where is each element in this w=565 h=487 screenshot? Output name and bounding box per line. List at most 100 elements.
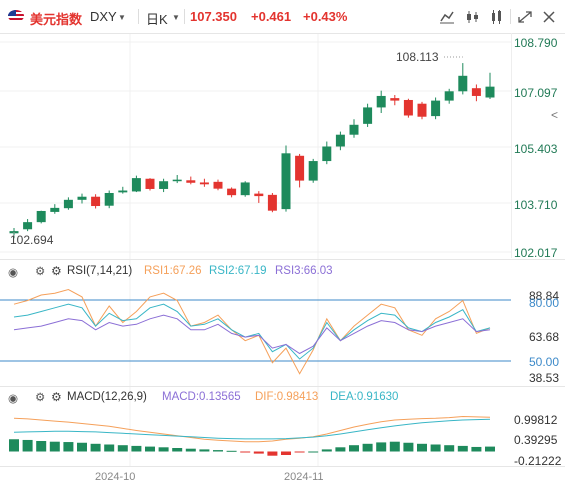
macd-divider-line [0,386,565,387]
macd-histogram-bar [335,447,346,452]
header-divider-line [0,33,565,34]
price-axis-label: 105.403 [514,142,558,156]
settings-small-icon[interactable]: ⚙ [51,264,62,278]
macd-histogram-bar [444,445,455,452]
macd-histogram-bar [308,451,319,453]
macd-histogram-bar [321,449,332,452]
candle-body [23,222,33,230]
candle-chart-icon[interactable] [464,9,482,25]
macd-histogram-bar [226,450,237,452]
price-axis-label: 103.710 [514,198,558,212]
period-caret-down-icon[interactable]: ▼ [172,13,180,22]
candle-body [485,86,495,98]
candle-body [363,107,373,124]
candle-body [431,100,441,117]
settings-small-icon[interactable]: ⚙ [51,390,62,404]
rsi2-line [13,303,491,360]
candle-body [186,180,196,183]
macd-histogram-bar [22,439,33,452]
dea-line [13,418,491,440]
candle-body [240,182,250,196]
line-chart-icon[interactable] [438,9,456,25]
macd-histogram-bar [145,446,155,452]
macd-histogram-bar [471,446,482,452]
candle-body [50,207,60,212]
macd-histogram-bar [403,442,414,452]
period-selector[interactable]: 日K [146,12,168,27]
date-axis-divider [0,466,565,467]
settings-icon[interactable]: ⚙ [35,392,46,404]
candle-body [227,188,237,196]
candle-body [213,181,223,189]
settings-icon[interactable]: ⚙ [35,266,46,278]
eye-icon[interactable]: ◉ [8,393,19,405]
us-flag-icon [8,10,24,22]
macd-histogram-bar [36,441,47,452]
rsi-divider-line [0,259,565,260]
candle-body [131,178,141,192]
fullscreen-icon[interactable] [516,9,534,25]
macd-histogram-bar [63,442,74,452]
close-icon[interactable] [540,9,558,25]
macd-histogram-bar [457,445,468,452]
macd-histogram-bar [294,451,305,453]
instrument-name[interactable]: 美元指数 [30,12,83,27]
price-axis-border [511,33,512,258]
macd-histogram-bar [376,442,387,452]
macd-histogram-bar [131,445,142,452]
rsi-axis-label: 50.00 [529,355,560,369]
macd-histogram-bar [240,451,251,453]
macd-histogram-bar [90,443,101,452]
candle-body [254,193,264,197]
high-price-annotation: 108.113 [396,50,439,64]
settings-icon[interactable] [488,9,506,25]
rsi-title: RSI(7,14,21) [67,265,133,277]
rsi1-value: RSI1:67.26 [144,265,202,277]
macd-histogram-bar [253,451,264,454]
macd-axis-label: -0.21222 [514,454,562,468]
candle-body [145,178,155,189]
candle-body [118,190,128,193]
candle-body [63,199,73,209]
candle-body [267,194,277,211]
eye-icon[interactable]: ◉ [8,267,19,279]
rsi-axis-label: 63.68 [529,330,560,344]
candle-body [281,153,291,210]
chevron-left-icon[interactable]: < [551,108,559,122]
macd-histogram-bar [267,451,278,456]
macd-histogram-bar [199,449,210,452]
macd-histogram-bar [49,441,60,452]
macd-histogram-bar [213,450,223,452]
candle-body [471,88,481,96]
macd-histogram-bar [349,445,359,452]
candle-body [444,91,454,101]
price-axis-label: 108.790 [514,36,558,50]
price-change: +0.461 [251,9,292,24]
candle-body [458,75,468,92]
dif-value: DIF:0.98413 [255,391,319,403]
macd-axis-label: 0.39295 [514,433,558,447]
price-change-percent: +0.43% [303,9,348,24]
candle-body [403,99,413,116]
instrument-symbol[interactable]: DXY [90,9,117,24]
dif-line [13,415,491,443]
candle-body [376,95,386,108]
header-divider [184,9,185,24]
candle-body [295,155,305,181]
macd-histogram-bar [485,446,495,452]
caret-down-icon[interactable]: ▼ [118,13,126,22]
low-price-annotation: 102.694 [10,233,54,247]
rsi3-line [13,314,491,355]
rsi2-value: RSI2:67.19 [209,265,267,277]
macd-histogram-bar [158,447,169,452]
candle-body [172,179,182,182]
price-axis-label: 107.097 [514,86,558,100]
candle-body [322,146,332,162]
candle-body [417,103,427,117]
date-axis-label: 2024-10 [95,471,136,483]
macd-histogram-bar [281,451,291,455]
last-price: 107.350 [190,9,237,24]
macd-value: MACD:0.13565 [162,391,241,403]
macd-histogram-bar [117,445,128,452]
